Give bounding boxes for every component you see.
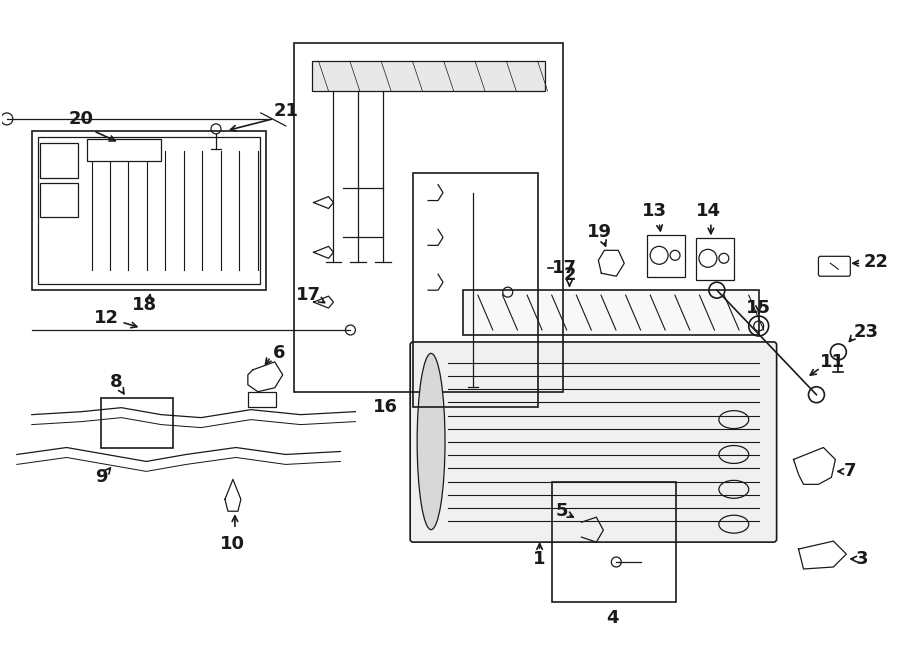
Bar <box>40 143 77 178</box>
Text: 7: 7 <box>843 463 856 481</box>
Bar <box>86 139 161 161</box>
Text: 16: 16 <box>373 398 398 416</box>
Bar <box>311 61 544 91</box>
Bar <box>647 235 685 277</box>
Text: 6: 6 <box>273 344 285 362</box>
Text: 3: 3 <box>856 550 868 568</box>
Text: 2: 2 <box>563 266 576 284</box>
Text: 19: 19 <box>587 223 612 241</box>
Bar <box>40 182 77 217</box>
Bar <box>32 131 266 290</box>
Bar <box>293 43 562 392</box>
FancyBboxPatch shape <box>410 342 777 542</box>
Text: 20: 20 <box>69 110 94 128</box>
Text: 21: 21 <box>274 102 298 120</box>
Text: 5: 5 <box>555 502 568 520</box>
Text: 17: 17 <box>552 259 577 277</box>
Ellipse shape <box>417 354 445 529</box>
Text: 1: 1 <box>534 550 546 568</box>
Bar <box>552 483 676 602</box>
Text: 13: 13 <box>642 202 667 219</box>
Text: 8: 8 <box>110 373 122 391</box>
Bar <box>463 290 759 335</box>
Text: 23: 23 <box>853 323 878 341</box>
Text: 14: 14 <box>697 202 722 219</box>
Bar <box>38 137 260 284</box>
Bar <box>696 239 734 280</box>
Text: 11: 11 <box>821 353 845 371</box>
Text: 17: 17 <box>296 286 321 304</box>
Bar <box>248 392 275 407</box>
Text: 15: 15 <box>746 299 771 317</box>
Text: 4: 4 <box>606 609 618 627</box>
Text: 22: 22 <box>863 253 888 271</box>
Bar <box>102 398 173 447</box>
Bar <box>413 173 537 407</box>
Text: 18: 18 <box>131 296 157 314</box>
Text: 10: 10 <box>220 535 246 553</box>
Text: 9: 9 <box>95 469 108 486</box>
Text: 12: 12 <box>94 309 119 327</box>
